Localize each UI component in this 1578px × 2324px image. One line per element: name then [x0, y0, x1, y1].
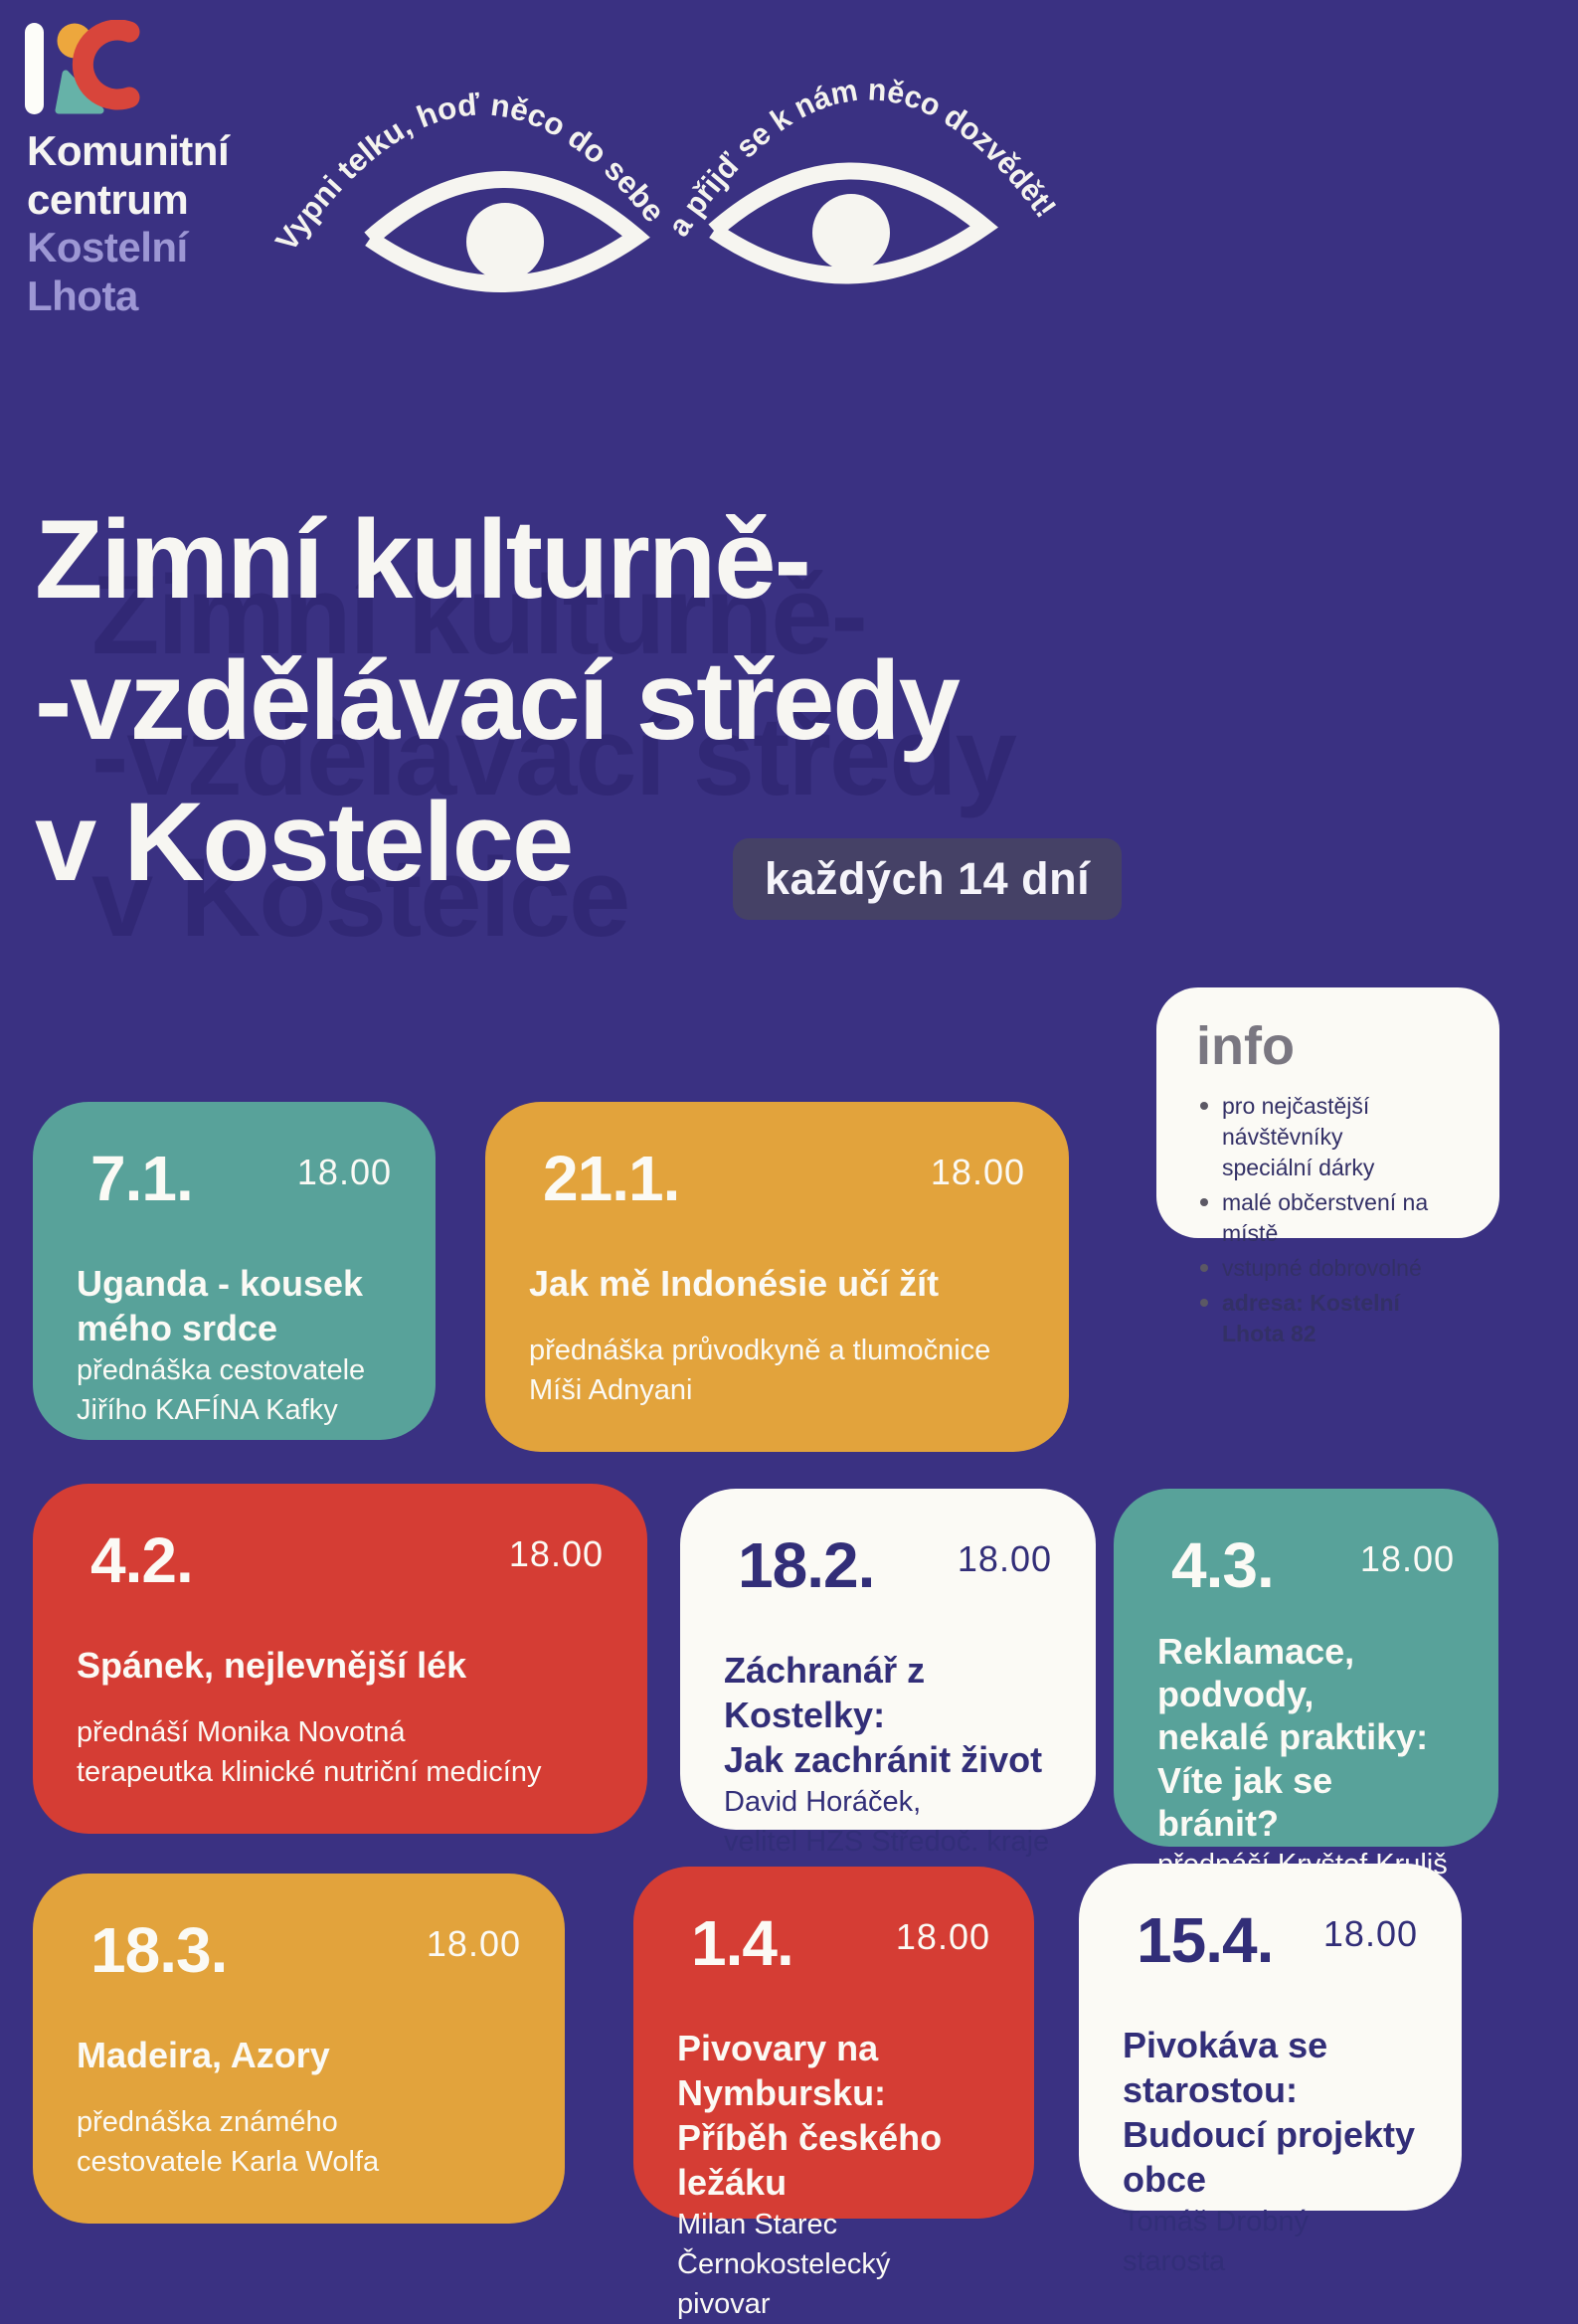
event-poster: Komunitní centrum Kostelní Lhota Vypni t…	[25, 20, 1499, 2321]
event-time: 18.00	[1322, 1913, 1418, 1954]
event-title: Madeira, Azory	[77, 2035, 330, 2075]
event-title: Uganda - kousek mého srdce	[77, 1263, 364, 1348]
event-time: 18.00	[296, 1152, 392, 1192]
event-time: 18.00	[508, 1533, 604, 1574]
page-title-line1: Zimní kulturně-	[35, 497, 811, 622]
event-card-18-3: 18.3. 18.00 Madeira, Azory přednáška zná…	[33, 1874, 565, 2224]
info-card: info pro nejčastější návštěvníky speciál…	[1156, 987, 1499, 1346]
brand-place: Kostelní Lhota	[27, 224, 188, 320]
event-card-1-4: 1.4. 18.00 Pivovary na Nymbursku: Příběh…	[633, 1867, 1034, 2320]
event-speaker: přednáška cestovatele Jiřího KAFÍNA Kafk…	[77, 1354, 366, 1427]
info-item-address: adresa: Kostelní Lhota 82	[1196, 1288, 1464, 1349]
event-title: Pivovary na Nymbursku: Příběh českého le…	[677, 2028, 943, 2203]
event-speaker: Tomáš Drobný starosta	[1123, 2206, 1309, 2278]
event-card-21-1: 21.1. 18.00 Jak mě Indonésie učí žít pře…	[485, 1102, 1069, 1452]
info-item-admission: vstupné dobrovolné	[1196, 1253, 1464, 1284]
event-card-15-4: 15.4. 18.00 Pivokáva se starostou: Budou…	[1079, 1864, 1462, 2277]
event-time: 18.00	[426, 1923, 521, 1964]
page-title: Zimní kulturně- -vzdělávací středy v Kos…	[35, 489, 961, 914]
event-time: 18.00	[930, 1152, 1025, 1192]
event-card-4-3: 4.3. 18.00 Reklamace, podvody, nekalé pr…	[1114, 1489, 1498, 1880]
cadence-badge: každých 14 dní	[733, 838, 1123, 920]
event-date: 1.4.	[691, 1907, 794, 1979]
event-speaker: přednáší Monika Novotná terapeutka klini…	[77, 1715, 542, 1788]
brand-org: Komunitní centrum	[27, 127, 230, 223]
info-item-refreshments: malé občerstvení na místě	[1196, 1187, 1464, 1249]
event-speaker: přednáška známého cestovatele Karla Wolf…	[77, 2105, 380, 2178]
page-title-line3: v Kostelce	[35, 780, 574, 905]
page-title-line2: -vzdělávací středy	[35, 638, 961, 764]
event-title: Spánek, nejlevnější lék	[77, 1645, 467, 1686]
event-title: Jak mě Indonésie učí žít	[529, 1263, 940, 1304]
kc-logo-icon	[25, 20, 140, 114]
event-card-4-2: 4.2. 18.00 Spánek, nejlevnější lék předn…	[33, 1484, 647, 1834]
right-eye-icon	[708, 162, 998, 284]
event-date: 18.2.	[738, 1529, 875, 1601]
info-list: pro nejčastější návštěvníky speciální dá…	[1196, 1091, 1464, 1349]
eyes-illustration: Vypni telku, hoď něco do sebe a přijď se…	[268, 72, 1063, 292]
brand-name: Komunitní centrum Kostelní Lhota	[27, 127, 230, 321]
event-time: 18.00	[957, 1538, 1052, 1579]
event-date: 21.1.	[543, 1143, 680, 1214]
event-title: Reklamace, podvody, nekalé praktiky: Vít…	[1157, 1631, 1429, 1844]
info-title: info	[1196, 1016, 1295, 1076]
event-date: 18.3.	[90, 1914, 228, 1986]
event-speaker: přednáška průvodkyně a tlumočnice Míši A…	[529, 1334, 991, 1406]
left-eye-icon	[364, 171, 650, 292]
event-title: Záchranář z Kostelky: Jak zachránit živo…	[724, 1650, 1043, 1780]
title-watermark: Zimní kulturně- -vzdělávací středy v Kos…	[91, 553, 1017, 961]
event-date: 7.1.	[90, 1143, 194, 1214]
event-card-7-1: 7.1. 18.00 Uganda - kousek mého srdce př…	[33, 1102, 436, 1440]
event-card-18-2: 18.2. 18.00 Záchranář z Kostelky: Jak za…	[680, 1489, 1096, 1858]
event-date: 4.3.	[1171, 1529, 1275, 1601]
event-time: 18.00	[1359, 1538, 1455, 1579]
event-date: 15.4.	[1137, 1904, 1274, 1976]
event-title: Pivokáva se starostou: Budoucí projekty …	[1123, 2025, 1416, 2200]
event-speaker: David Horáček, velitel HZS Středoč. kraj…	[724, 1786, 1050, 1859]
event-time: 18.00	[895, 1916, 990, 1957]
event-date: 4.2.	[90, 1524, 194, 1596]
event-speaker: Milan Starec Černokostelecký pivovar	[677, 2209, 891, 2321]
info-item-gifts: pro nejčastější návštěvníky speciální dá…	[1196, 1091, 1464, 1183]
